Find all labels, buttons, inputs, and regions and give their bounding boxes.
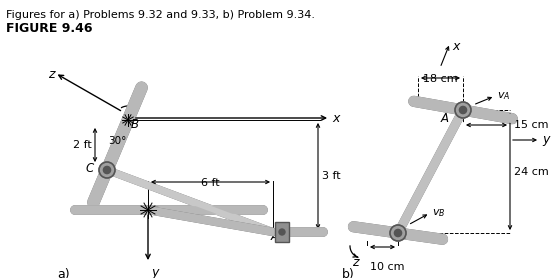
Text: B: B bbox=[131, 118, 139, 131]
Bar bbox=[275, 222, 289, 242]
Text: 2 ft: 2 ft bbox=[73, 140, 92, 150]
Text: a): a) bbox=[57, 268, 69, 278]
Circle shape bbox=[103, 167, 110, 173]
Circle shape bbox=[455, 102, 471, 118]
Text: x: x bbox=[332, 111, 339, 125]
Text: $v_B$: $v_B$ bbox=[432, 207, 446, 219]
Text: 3 ft: 3 ft bbox=[322, 171, 341, 181]
Text: 18 cm: 18 cm bbox=[423, 74, 457, 84]
Text: B: B bbox=[400, 229, 408, 242]
Text: 10 cm: 10 cm bbox=[370, 262, 405, 272]
Text: 6 ft: 6 ft bbox=[201, 178, 219, 188]
Circle shape bbox=[279, 229, 285, 235]
Text: C: C bbox=[86, 163, 94, 175]
Text: b): b) bbox=[342, 268, 355, 278]
Text: z: z bbox=[48, 68, 54, 81]
Text: O: O bbox=[151, 205, 160, 218]
Circle shape bbox=[395, 229, 402, 237]
Circle shape bbox=[99, 162, 115, 178]
Text: z: z bbox=[352, 256, 359, 269]
Text: x: x bbox=[452, 40, 460, 53]
Text: A: A bbox=[271, 230, 279, 243]
Text: A: A bbox=[441, 112, 449, 125]
Text: Figures for a) Problems 9.32 and 9.33, b) Problem 9.34.: Figures for a) Problems 9.32 and 9.33, b… bbox=[6, 10, 315, 20]
Circle shape bbox=[390, 225, 406, 241]
Text: 15 cm: 15 cm bbox=[514, 120, 548, 130]
Text: 30°: 30° bbox=[108, 136, 127, 146]
Text: FIGURE 9.46: FIGURE 9.46 bbox=[6, 22, 93, 35]
Text: y: y bbox=[151, 266, 158, 278]
Text: 24 cm: 24 cm bbox=[514, 167, 549, 177]
Text: $v_A$: $v_A$ bbox=[497, 90, 511, 102]
Circle shape bbox=[460, 106, 467, 114]
Text: y: y bbox=[542, 133, 549, 147]
